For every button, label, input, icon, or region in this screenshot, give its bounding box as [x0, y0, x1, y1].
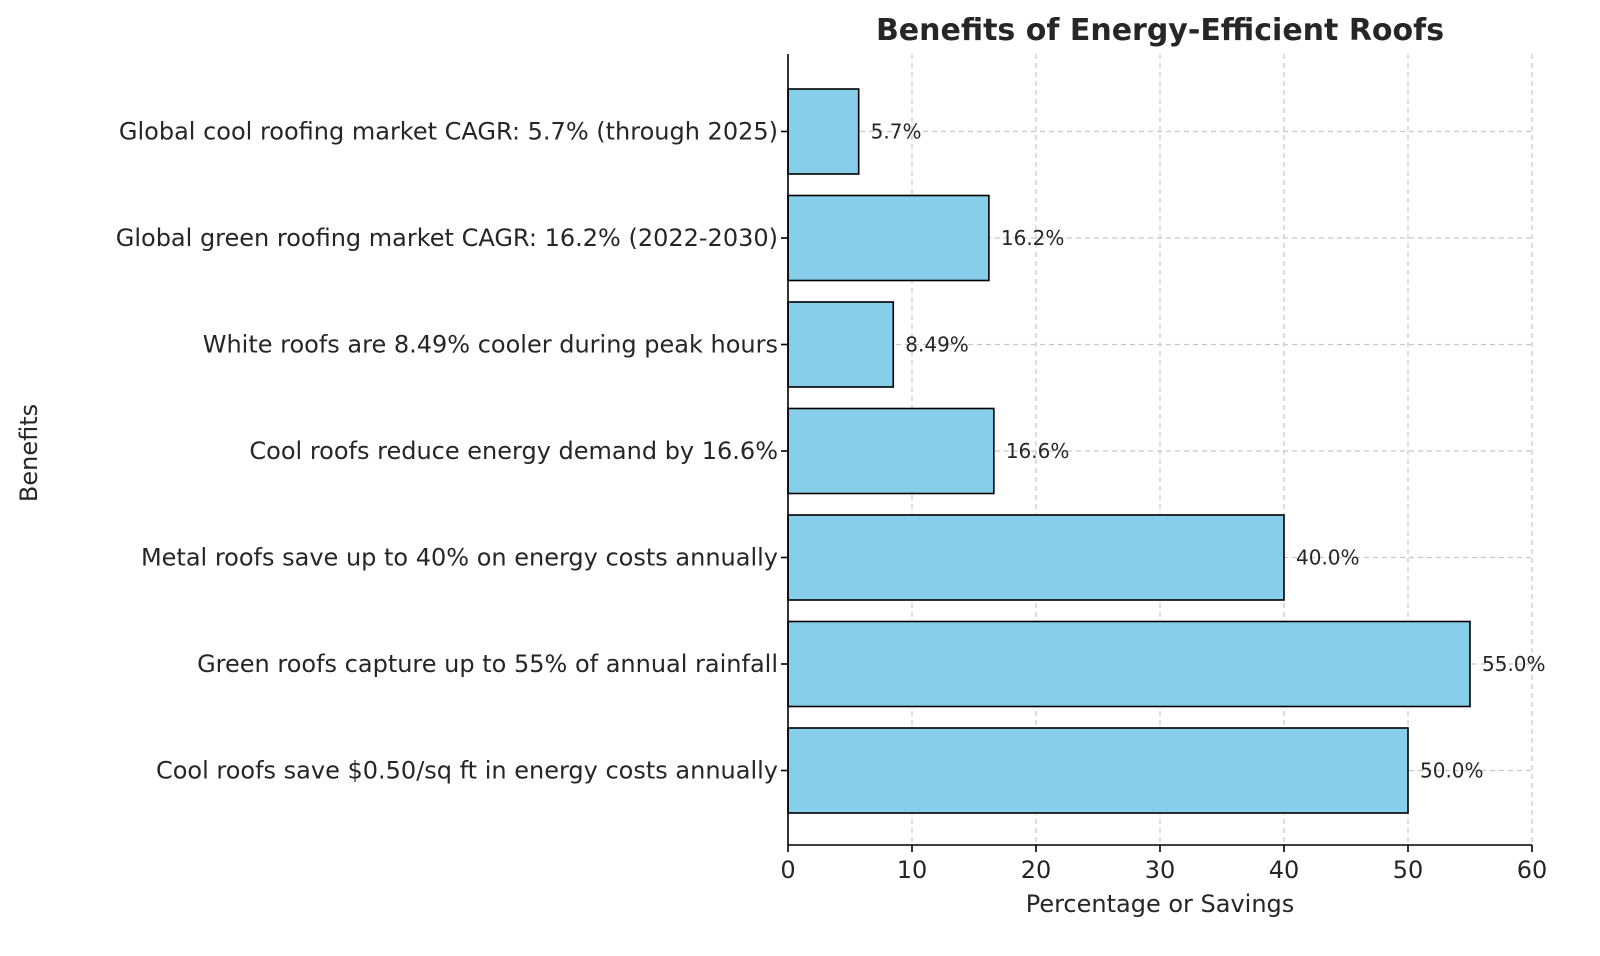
x-tick-label: 10 — [897, 856, 928, 884]
x-tick-label: 50 — [1393, 856, 1424, 884]
x-tick-label: 60 — [1517, 856, 1548, 884]
x-tick-label: 20 — [1021, 856, 1052, 884]
bar — [787, 88, 860, 175]
bar-value-label: 16.2% — [1001, 226, 1065, 250]
x-tick-label: 40 — [1269, 856, 1300, 884]
x-axis-label: Percentage or Savings — [1026, 890, 1295, 918]
x-tick-label: 30 — [1145, 856, 1176, 884]
x-tick-labels: 0 10 20 30 40 50 60 — [780, 130, 1548, 884]
category-label: Cool roofs save $0.50/sq ft in energy co… — [156, 757, 778, 785]
x-tick-label: 0 — [780, 856, 795, 884]
bar-value-label: 55.0% — [1482, 652, 1546, 676]
category-label: Cool roofs reduce energy demand by 16.6% — [249, 437, 778, 465]
bars — [787, 88, 1471, 814]
bar-value-label: 5.7% — [871, 120, 922, 144]
bar-value-label: 40.0% — [1296, 546, 1360, 570]
category-label: Green roofs capture up to 55% of annual … — [197, 650, 778, 678]
bar — [787, 620, 1471, 708]
bar — [787, 194, 990, 282]
category-labels: Global cool roofing market CAGR: 5.7% (t… — [116, 118, 778, 785]
data-labels: 5.7% 16.2% 8.49% 16.6% 40.0% 55.0% 50.0% — [871, 120, 1546, 783]
category-label: Global green roofing market CAGR: 16.2% … — [116, 224, 778, 252]
category-label: White roofs are 8.49% cooler during peak… — [203, 331, 778, 359]
category-label: Global cool roofing market CAGR: 5.7% (t… — [119, 118, 778, 146]
y-axis-label: Benefits — [15, 404, 43, 502]
bar — [787, 514, 1285, 601]
category-label: Metal roofs save up to 40% on energy cos… — [141, 544, 778, 572]
bar — [787, 727, 1409, 814]
chart-title: Benefits of Energy-Efficient Roofs — [876, 13, 1444, 48]
bar-value-label: 50.0% — [1420, 759, 1484, 783]
bar-value-label: 8.49% — [905, 333, 969, 357]
bar — [787, 301, 895, 388]
bar-value-label: 16.6% — [1006, 439, 1070, 463]
bar — [787, 407, 995, 495]
